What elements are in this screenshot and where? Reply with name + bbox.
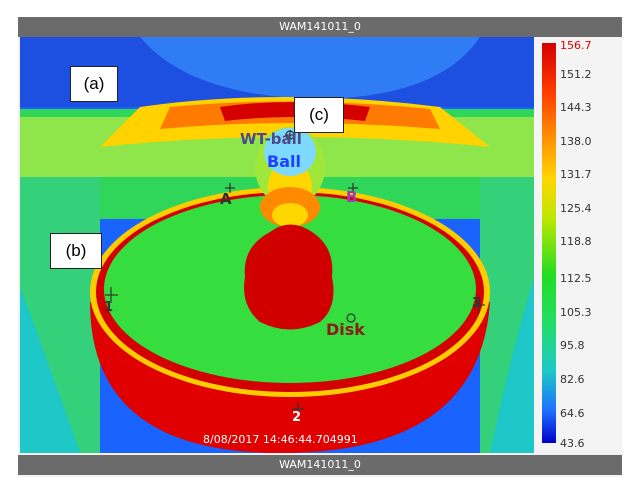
- scale-tick: 64.6: [560, 407, 585, 420]
- figure-label-c: (c): [294, 97, 344, 133]
- scale-tick: 138.0: [560, 135, 592, 148]
- point-3-marker: 3: [472, 296, 482, 311]
- scale-tick: 118.8: [560, 235, 592, 248]
- window-title-bottom: WAM141011_0: [18, 455, 622, 475]
- thermal-image: [20, 37, 534, 453]
- scale-tick: 95.8: [560, 339, 585, 352]
- scale-tick: 112.5: [560, 272, 592, 285]
- point-1-marker: 1: [104, 300, 114, 315]
- wt-ball-marker: WT-ball: [240, 130, 302, 148]
- scale-tick: 156.7: [560, 39, 592, 52]
- window-title-top: WAM141011_0: [18, 17, 622, 37]
- figure-label-a: (a): [70, 66, 118, 102]
- scale-tick: 82.6: [560, 373, 585, 386]
- scale-tick: 43.6: [560, 437, 585, 450]
- figure-label-b: (b): [50, 233, 102, 269]
- scale-tick: 144.3: [560, 101, 592, 114]
- point-b-marker: B: [346, 188, 358, 206]
- ball-marker: Ball: [267, 152, 301, 171]
- scale-tick: 125.4: [560, 202, 592, 215]
- point-a-marker: A: [220, 190, 232, 208]
- scale-tick: 151.2: [560, 68, 592, 81]
- scale-tick: 131.7: [560, 168, 592, 181]
- disk-marker: Disk: [326, 320, 365, 339]
- point-2-marker: 2: [292, 410, 302, 425]
- scale-tick: 105.3: [560, 306, 592, 319]
- timestamp: 8/08/2017 14:46:44.704991: [203, 433, 358, 446]
- color-scale-bar: [542, 43, 556, 443]
- color-scale: 156.7 151.2 144.3 138.0 131.7 125.4 118.…: [534, 37, 620, 453]
